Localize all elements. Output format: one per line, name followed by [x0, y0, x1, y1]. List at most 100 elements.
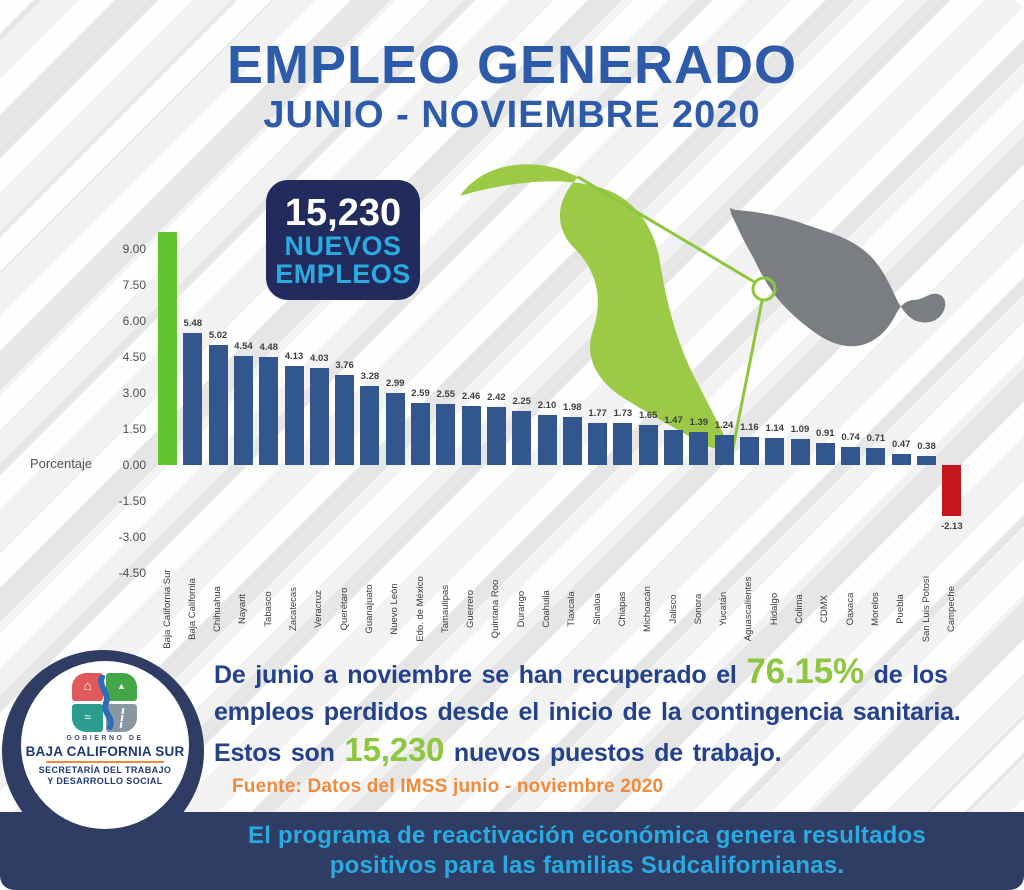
y-tick-label: -4.50 [118, 566, 146, 580]
x-category-label: San Luis Potosí [920, 575, 932, 643]
logo-divider [46, 761, 164, 763]
x-category-label: Veracruz [313, 590, 325, 628]
x-category-label: Guanajuato [363, 584, 375, 634]
bar-guanajuato [360, 386, 380, 465]
baja-strip-shape [730, 208, 770, 280]
summary-text: De junio a noviembre se han recuperado e… [214, 653, 1014, 772]
x-category-label: Querétaro [338, 587, 350, 631]
footer-line-2: positivos para las familias Sudcaliforni… [329, 852, 845, 879]
x-category-label: Baja California Sur [161, 569, 173, 649]
y-tick-label: 4.50 [122, 350, 146, 364]
x-category-label: Campeche [945, 586, 957, 632]
x-category-label: Tlaxcala [566, 591, 578, 627]
bar-tabasco [259, 357, 279, 465]
emblem-landscape-icon: ▲ [106, 673, 137, 701]
x-category-label: Tamaulipas [439, 584, 451, 634]
x-category-label: Sinaloa [591, 593, 603, 625]
x-category-label: Durango [515, 590, 527, 628]
bar-value-label: 4.13 [284, 350, 304, 362]
header: EMPLEO GENERADO JUNIO - NOVIEMBRE 2020 [0, 36, 1024, 136]
bar-value-label: 2.99 [385, 378, 405, 390]
x-category-label: Chihuahua [212, 586, 224, 632]
bar-value-label: 5.02 [208, 329, 228, 341]
y-axis-label: Porcentaje [30, 456, 93, 471]
connector-line-bottom [730, 300, 764, 454]
bcs-emblem: ⌂ ▲ ≈ [72, 673, 138, 733]
bcs-peninsula-shape [460, 164, 732, 453]
x-category-label: Colima [794, 594, 805, 624]
bar-baja-california-sur [158, 232, 177, 465]
connector-line-top [577, 175, 757, 285]
x-category-label: Yucatán [718, 591, 730, 627]
emblem-peninsula-icon [98, 675, 114, 730]
x-category-label: Chiapas [616, 591, 628, 627]
x-category-label: Puebla [895, 594, 907, 624]
new-jobs-number: 15,230 [284, 192, 402, 234]
source-text: Fuente: Datos del IMSS junio - noviembre… [232, 776, 664, 797]
summary-line1-pre: De junio a noviembre se han recuperado e… [214, 661, 747, 689]
recovered-percentage: 76.15% [746, 652, 864, 691]
bar-value-label: -2.13 [940, 521, 963, 533]
bar-value-label: 4.03 [310, 353, 329, 365]
y-tick-label: -1.50 [118, 494, 146, 508]
bar-value-label: 4.54 [234, 341, 253, 353]
logo-gobierno-text: GOBIERNO DE [66, 735, 144, 742]
bar-value-label: 3.76 [335, 359, 354, 371]
y-tick-label: 7.50 [122, 278, 146, 292]
x-category-label: Sonora [692, 593, 704, 625]
summary-line-3: Estos son 15,230 nuevos puestos de traba… [214, 731, 1014, 772]
y-tick-label: 6.00 [122, 314, 146, 328]
logo-dept-line1: SECRETARÍA DEL TRABAJO [38, 765, 172, 775]
x-category-label: Baja California [186, 578, 198, 640]
x-category-label: Edo. de México [414, 576, 426, 642]
bar-zacatecas [284, 365, 304, 465]
bcs-highlight-circle [751, 276, 777, 302]
summary-line3-post: nuevos puestos de trabajo. [444, 739, 782, 767]
bar-value-label: 3.28 [360, 371, 380, 383]
bar-value-label: 5.48 [183, 318, 203, 330]
bar-chihuahua [208, 344, 228, 465]
mexico-map [460, 164, 946, 454]
bar-nuevo-leon [385, 393, 405, 465]
x-category-label: Michoacán [642, 586, 654, 632]
summary-line3-pre: Estos son [214, 739, 345, 767]
bar-value-label: 4.48 [259, 342, 278, 354]
bar-queretaro [335, 374, 355, 465]
new-jobs-label-1: NUEVOS [284, 231, 402, 261]
emblem-sea-icon: ≈ [72, 704, 103, 732]
bar-campeche [942, 465, 962, 517]
logo-state-text: BAJA CALIFORNIA SUR [25, 744, 185, 759]
x-category-label: Quintana Roo [490, 579, 502, 639]
x-category-label: Coahuila [541, 590, 552, 628]
new-jobs-badge: 15,230 NUEVOS EMPLEOS [266, 180, 420, 300]
x-category-label: Guerrero [465, 589, 477, 629]
bar-nayarit [233, 356, 253, 465]
y-tick-label: 1.50 [122, 422, 146, 436]
summary-line-1: De junio a noviembre se han recuperado e… [214, 653, 1014, 694]
x-category-label: Morelos [869, 592, 881, 626]
footer-line-1: El programa de reactivación económica ge… [248, 822, 926, 849]
x-category-label: Oaxaca [844, 592, 856, 626]
new-jobs-label-2: EMPLEOS [275, 259, 411, 289]
government-logo: ⌂ ▲ ≈ GOBIERNO DE BAJA CALIFORNIA SUR SE… [21, 661, 189, 829]
page-subtitle: JUNIO - NOVIEMBRE 2020 [263, 94, 761, 136]
logo-dept-line2: Y DESARROLLO SOCIAL [47, 776, 163, 786]
summary-line1-post: de los [863, 661, 948, 689]
emblem-housing-icon: ⌂ [72, 673, 103, 701]
x-category-label: CDMX [819, 595, 831, 623]
summary-line-2: empleos perdidos desde el inicio de la c… [214, 698, 961, 726]
bar-edo-de-mexico [411, 402, 430, 465]
mexico-mainland-shape [736, 210, 946, 347]
bar-baja-california [183, 333, 203, 465]
y-tick-label: 3.00 [122, 386, 146, 400]
y-tick-label: 0.00 [122, 458, 146, 472]
x-category-label: Nuevo León [389, 583, 401, 635]
x-category-label: Tabasco [262, 591, 274, 627]
x-category-label: Aguascalientes [743, 576, 755, 642]
y-tick-label: 9.00 [122, 242, 146, 256]
bar-veracruz [309, 368, 329, 465]
y-tick-label: -3.00 [118, 530, 146, 544]
x-category-label: Jalisco [667, 594, 679, 624]
x-category-label: Zacatecas [288, 587, 299, 631]
